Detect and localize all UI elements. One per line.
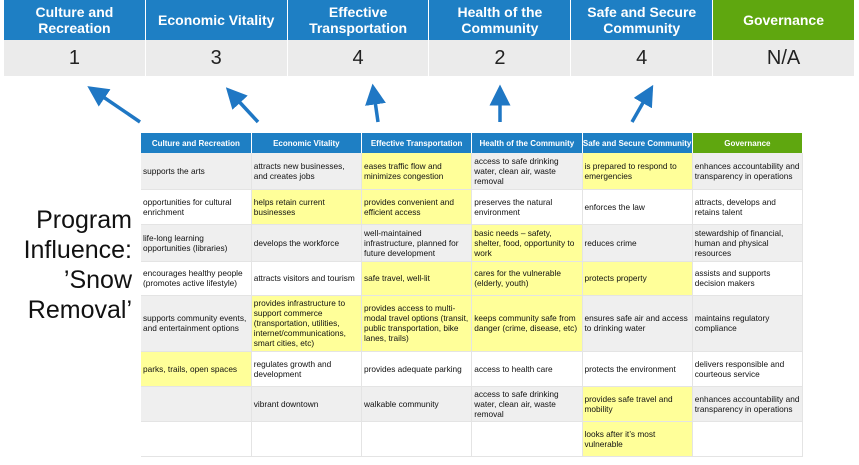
summary-score: N/A xyxy=(713,40,855,76)
table-row: looks after it’s most vulnerable xyxy=(141,421,804,457)
table-cell: life-long learning opportunities (librar… xyxy=(141,224,252,262)
table-cell: basic needs – safety, shelter, food, opp… xyxy=(471,224,583,262)
influence-table: Culture and Recreation Economic Vitality E… xyxy=(141,133,804,457)
summary-scores: Culture and Recreation Economic Vitality E… xyxy=(4,0,855,76)
summary-header: Effective Transportation xyxy=(287,0,430,40)
table-cell: safe travel, well-lit xyxy=(361,261,473,296)
column-header: Economic Vitality xyxy=(251,133,363,153)
table-cell: reduces crime xyxy=(582,224,693,262)
table-row: parks, trails, open spaces regulates grow… xyxy=(141,351,804,387)
arrow-icon xyxy=(630,84,654,123)
table-cell: cares for the vulnerable (elderly, youth… xyxy=(471,261,583,296)
table-cell xyxy=(361,421,473,457)
arrow-icon xyxy=(87,86,141,124)
table-cell: maintains regulatory compliance xyxy=(692,295,804,352)
table-cell xyxy=(471,421,583,457)
table-cell: walkable community xyxy=(361,386,473,422)
column-header: Health of the Community xyxy=(471,133,583,153)
table-cell: stewardship of financial, human and phys… xyxy=(692,224,804,262)
summary-header: Economic Vitality xyxy=(145,0,288,40)
table-cell: develops the workforce xyxy=(251,224,363,262)
table-row: supports community events, and entertain… xyxy=(141,295,804,352)
column-header: Effective Transportation xyxy=(361,133,473,153)
table-cell: protects property xyxy=(582,261,693,296)
column-header: Culture and Recreation xyxy=(141,133,252,153)
table-cell: provides convenient and efficient access xyxy=(361,189,473,225)
table-cell xyxy=(141,386,252,422)
table-cell: opportunities for cultural enrichment xyxy=(141,189,252,225)
table-cell: provides safe travel and mobility xyxy=(582,386,693,422)
table-row: supports the arts attracts new businesses… xyxy=(141,153,804,190)
table-cell: supports community events, and entertain… xyxy=(141,295,252,352)
arrow-icon xyxy=(365,83,386,123)
column-header: Safe and Secure Community xyxy=(582,133,693,153)
table-cell: protects the environment xyxy=(582,351,693,387)
table-cell: attracts visitors and tourism xyxy=(251,261,363,296)
table-cell: parks, trails, open spaces xyxy=(141,351,252,387)
table-cell: provides infrastructure to support comme… xyxy=(251,295,363,352)
table-cell: attracts new businesses, and creates job… xyxy=(251,153,363,190)
summary-score: 1 xyxy=(4,40,146,76)
table-cell: keeps community safe from danger (crime,… xyxy=(471,295,583,352)
program-label: Program Influence: ’Snow Removal’ xyxy=(23,206,132,324)
table-cell: looks after it’s most vulnerable xyxy=(582,421,693,457)
summary-score: 4 xyxy=(571,40,714,76)
summary-header: Culture and Recreation xyxy=(4,0,146,40)
summary-score: 2 xyxy=(429,40,572,76)
table-cell: well-maintained infrastructure, planned … xyxy=(361,224,473,262)
table-cell: enforces the law xyxy=(582,189,693,225)
arrow-icon xyxy=(225,87,260,124)
summary-header: Governance xyxy=(713,0,855,40)
summary-score: 3 xyxy=(146,40,288,76)
table-cell: access to safe drinking water, clean air… xyxy=(471,386,583,422)
table-row: opportunities for cultural enrichment hel… xyxy=(141,189,804,225)
table-cell xyxy=(251,421,363,457)
table-cell: helps retain current businesses xyxy=(251,189,363,225)
table-cell: assists and supports decision makers xyxy=(692,261,804,296)
table-cell: eases traffic flow and minimizes congest… xyxy=(361,153,473,190)
table-cell: enhances accountability and transparency… xyxy=(692,386,804,422)
table-cell: preserves the natural environment xyxy=(471,189,583,225)
summary-header: Health of the Community xyxy=(429,0,572,40)
table-row: encourages healthy people (promotes acti… xyxy=(141,261,804,296)
table-cell: access to safe drinking water, clean air… xyxy=(471,153,583,190)
table-cell: supports the arts xyxy=(141,153,252,190)
column-header: Governance xyxy=(692,133,804,153)
table-cell: attracts, develops and retains talent xyxy=(692,189,804,225)
table-cell xyxy=(692,421,804,457)
table-cell: enhances accountability and transparency… xyxy=(692,153,804,190)
summary-score: 4 xyxy=(288,40,430,76)
summary-header: Safe and Secure Community xyxy=(571,0,714,40)
table-cell: provides adequate parking xyxy=(361,351,473,387)
table-cell: encourages healthy people (promotes acti… xyxy=(141,261,252,296)
table-cell: vibrant downtown xyxy=(251,386,363,422)
table-cell: delivers responsible and courteous servi… xyxy=(692,351,804,387)
table-row: vibrant downtown walkable community access… xyxy=(141,386,804,422)
table-cell: access to health care xyxy=(471,351,583,387)
table-row: life-long learning opportunities (librar… xyxy=(141,224,804,262)
table-cell: regulates growth and development xyxy=(251,351,363,387)
table-cell: provides access to multi-modal travel op… xyxy=(361,295,473,352)
table-cell: is prepared to respond to emergencies xyxy=(582,153,693,190)
table-cell xyxy=(141,421,252,457)
table-cell: ensures safe air and access to drinking … xyxy=(582,295,693,352)
